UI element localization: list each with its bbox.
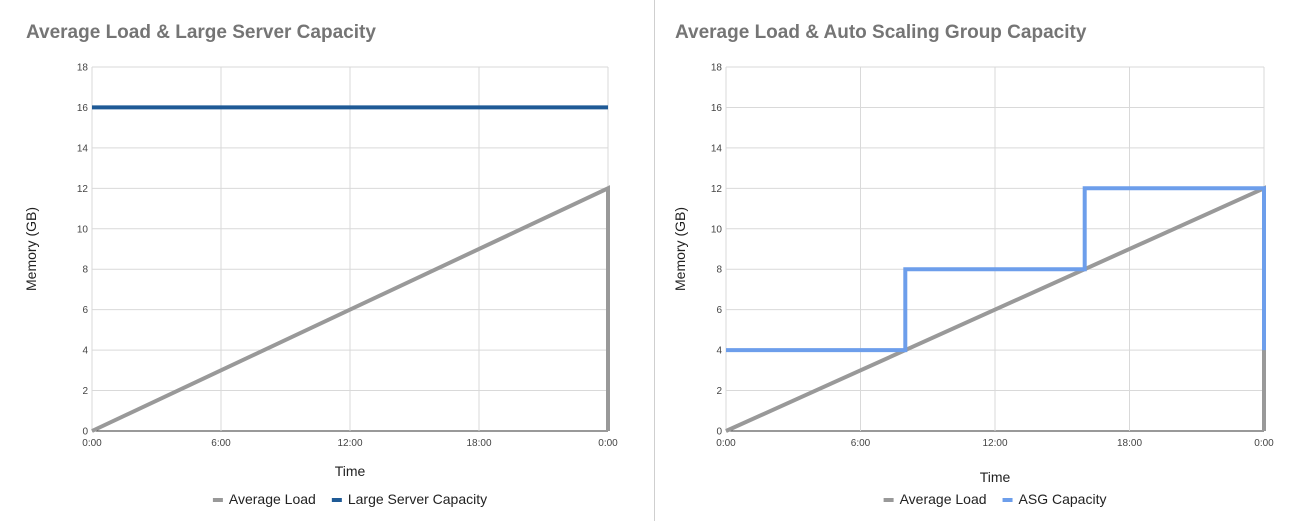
x-axis-title: Time — [980, 469, 1011, 485]
x-tick-label: 0:00 — [716, 438, 736, 449]
y-tick-label: 18 — [77, 63, 89, 74]
chart-right-svg: 0 2 4 6 8 10 12 14 16 18 0:00 6:00 12:00 18:00 0:00 Tim… — [672, 63, 1274, 508]
x-tick-label: 18:00 — [1117, 438, 1142, 449]
legend-label: Average Load — [900, 491, 987, 507]
y-tick-label: 2 — [716, 386, 722, 397]
y-tick-label: 12 — [711, 184, 723, 195]
x-tick-label: 18:00 — [466, 438, 491, 449]
x-tick-label: 0:00 — [82, 438, 102, 449]
legend-label: ASG Capacity — [1019, 491, 1107, 507]
y-tick-label: 6 — [716, 305, 722, 316]
y-tick-label: 8 — [82, 265, 88, 276]
chart-panel-right: Average Load & Auto Scaling Group Capaci… — [655, 0, 1309, 521]
y-tick-label: 0 — [716, 427, 722, 438]
y-tick-label: 4 — [716, 346, 722, 357]
x-tick-label: 12:00 — [982, 438, 1007, 449]
y-tick-label: 14 — [711, 143, 723, 154]
y-tick-label: 12 — [77, 184, 89, 195]
x-tick-label: 6:00 — [851, 438, 871, 449]
y-tick-label: 4 — [82, 346, 88, 357]
x-tick-label: 6:00 — [211, 438, 231, 449]
chart-title: Average Load & Large Server Capacity — [26, 22, 376, 43]
y-tick-label: 10 — [711, 224, 723, 235]
x-tick-label: 0:00 — [1254, 438, 1274, 449]
y-tick-label: 6 — [82, 305, 88, 316]
y-axis-title: Memory (GB) — [672, 207, 688, 291]
chart-panel-left: Average Load & Large Server Capacity 0 2 4… — [0, 0, 654, 521]
legend-label: Large Server Capacity — [348, 491, 487, 507]
series-line-average-load — [91, 185, 610, 433]
panel-divider — [654, 0, 655, 521]
x-tick-label: 12:00 — [337, 438, 362, 449]
y-tick-label: 2 — [82, 386, 88, 397]
y-tick-label: 14 — [77, 143, 89, 154]
chart-title: Average Load & Auto Scaling Group Capaci… — [675, 22, 1087, 43]
y-tick-label: 18 — [711, 63, 723, 74]
series-line-asg-capacity — [726, 186, 1266, 353]
chart-left-svg: 0 2 4 6 8 10 12 14 16 18 0:00 6:00 12:00 18:00 0:00 Tim… — [23, 63, 618, 508]
y-tick-label: 0 — [82, 427, 88, 438]
y-tick-label: 16 — [711, 103, 723, 114]
x-axis-title: Time — [335, 463, 366, 479]
y-axis-title: Memory (GB) — [23, 207, 39, 291]
y-tick-label: 16 — [77, 103, 89, 114]
y-tick-label: 8 — [716, 265, 722, 276]
y-tick-label: 10 — [77, 224, 89, 235]
x-tick-label: 0:00 — [598, 438, 618, 449]
legend-label: Average Load — [229, 491, 316, 507]
